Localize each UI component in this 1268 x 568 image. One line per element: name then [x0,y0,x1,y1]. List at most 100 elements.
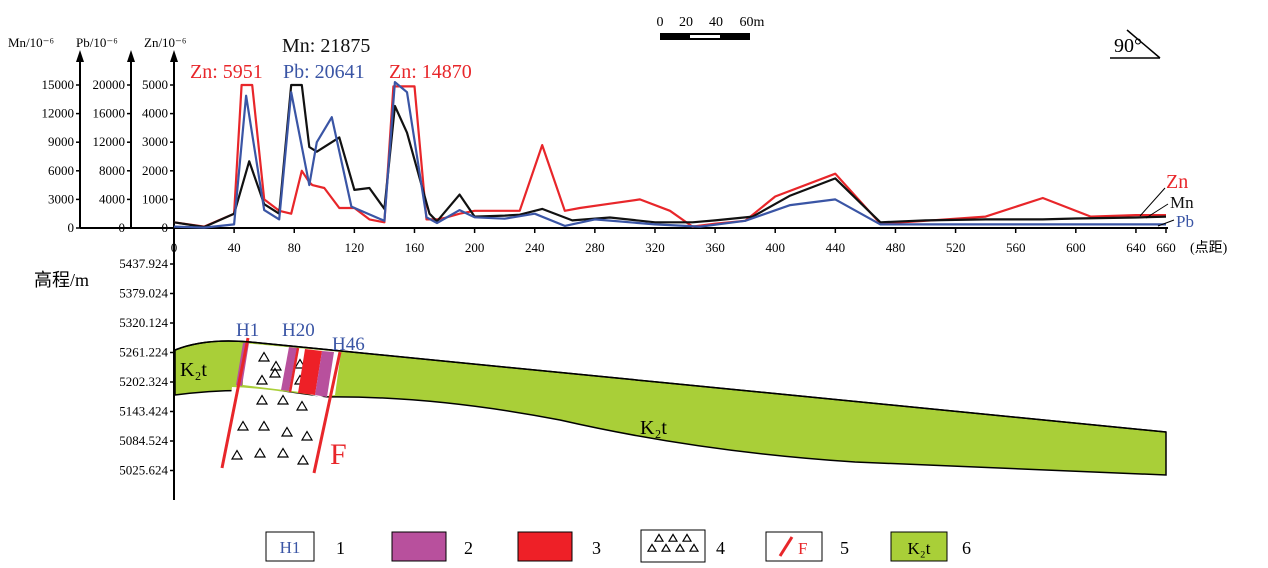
peak-label-mn-21875: Mn: 21875 [282,35,370,57]
zn-tick-label-2000: 2000 [142,163,168,178]
legend-symbol-magenta-ore [391,531,447,562]
legend-symbol-fault-text: F [798,539,807,558]
zn-tick-label-4000: 4000 [142,106,168,121]
zn-axis-title: Zn/10⁻⁶ [144,35,186,50]
breccia-triangle-14 [276,447,290,458]
formation-label-east: K₂t [640,417,667,439]
breccia-triangle-5 [255,394,269,405]
pb-axis-title: Pb/10⁻⁶ [76,35,118,50]
legend-item-3: 3 [517,531,601,562]
mn-tick-label-15000: 15000 [42,77,75,92]
breccia-triangle-0 [257,351,271,362]
zn-axis-arrow [170,50,178,62]
series-layer [173,80,1167,229]
fault-line-east [312,351,342,474]
pb-tick-label-20000: 20000 [93,77,126,92]
mn-leader [1145,203,1169,219]
elevation-tick-label-4: 5202.324 [119,374,168,389]
series-line-zn [173,83,1166,228]
x-tick-label-280: 280 [585,240,605,255]
pb-tick-label-0: 0 [119,220,126,235]
legend-triangle-1 [660,543,672,552]
x-tick-label-240: 240 [525,240,545,255]
elevation-tick-label-0: 5437.924 [119,256,168,271]
breccia-triangle-11 [300,430,314,441]
scale-label-60m: 60m [740,15,765,30]
fault-label-f: F [330,438,347,471]
legend-triangle-0 [646,543,658,552]
legend: H1 1 2 3 4 F 5 K₂t 6 [265,529,971,563]
x-tick-label-660: 660 [1156,240,1176,255]
legend-symbol-formation [890,531,948,562]
x-tick-label-440: 440 [826,240,846,255]
chart-axes: Mn/10⁻⁶ Pb/10⁻⁶ Zn/10⁻⁶ (点距) 0 40 80 120 160… [8,35,1228,256]
legend-breccia-triangles [646,533,700,552]
series-labels: Zn Mn Pb [1139,171,1194,231]
zn-tick-label-5000: 5000 [142,77,168,92]
orebody-h20-red [298,349,322,395]
mn-axis-title: Mn/10⁻⁶ [8,35,54,50]
series-line-mn [173,83,1167,229]
series-label-zn: Zn [1166,171,1188,193]
legend-number-5: 5 [840,538,849,558]
breccia-triangle-9 [257,420,271,431]
elevation-tick-label-5: 5143.424 [119,404,168,419]
series-label-pb: Pb [1176,212,1194,231]
breccia-triangle-16 [268,367,282,378]
legend-symbol-formation-text: K₂t [908,539,931,558]
mn-tick-label-12000: 12000 [42,106,75,121]
scale-label-0: 0 [657,15,664,30]
legend-number-2: 2 [464,538,473,558]
hole-label-h1: H1 [236,320,259,341]
x-tick-label-160: 160 [405,240,425,255]
x-tick-label-640: 640 [1126,240,1146,255]
x-tick-label-600: 600 [1066,240,1086,255]
elevation-axis-title: 高程/m [34,270,89,290]
legend-item-4: 4 [640,529,725,563]
hole-label-h46: H46 [332,334,365,355]
orientation-mark: 90° [1110,29,1161,59]
mn-tick-label-6000: 6000 [48,163,74,178]
breccia-triangle-6 [276,394,290,405]
pb-tick-label-16000: 16000 [93,106,126,121]
x-tick-label-120: 120 [345,240,365,255]
elevation-tick-label-1: 5379.024 [119,286,168,301]
mn-tick-label-9000: 9000 [48,134,74,149]
x-tick-label-200: 200 [465,240,485,255]
scale-bar: 0 20 40 60m [657,15,765,40]
x-tick-label-40: 40 [228,240,241,255]
legend-symbol-hole [265,531,315,562]
mn-tick-label-0: 0 [68,220,75,235]
pb-axis-arrow [127,50,135,62]
orebody-h20-magenta [281,347,297,391]
fault-line-west [220,337,250,469]
legend-item-1: H1 1 [265,531,345,562]
fault-line-mid [288,347,300,393]
x-tick-label-400: 400 [765,240,785,255]
pb-tick-label-12000: 12000 [93,134,126,149]
zn-tick-label-1000: 1000 [142,191,168,206]
x-tick-label-80: 80 [288,240,301,255]
legend-triangle-3 [688,543,700,552]
x-tick-label-360: 360 [705,240,725,255]
legend-symbol-fault [765,531,823,562]
peak-label-pb-20641: Pb: 20641 [283,61,365,83]
legend-number-3: 3 [592,538,601,558]
breccia-triangle-13 [253,447,267,458]
legend-symbol-hole-text: H1 [280,538,301,557]
scale-label-20: 20 [679,15,693,30]
scale-label-40: 40 [709,15,723,30]
x-tick-label-520: 520 [946,240,966,255]
zn-tick-label-0: 0 [162,220,169,235]
legend-triangle-5 [667,533,679,542]
elevation-tick-label-2: 5320.124 [119,315,168,330]
legend-item-2: 2 [391,531,473,562]
breccia-triangle-7 [295,400,309,411]
legend-number-6: 6 [962,538,971,558]
zn-leader [1139,187,1166,217]
legend-item-5: F 5 [765,531,849,562]
elevation-tick-label-6: 5084.524 [119,433,168,448]
elevation-axis: 高程/m 5437.924 5379.024 5320.124 5261.224 520… [34,228,175,500]
pb-leader [1157,219,1175,227]
legend-symbol-red-ore [517,531,573,562]
